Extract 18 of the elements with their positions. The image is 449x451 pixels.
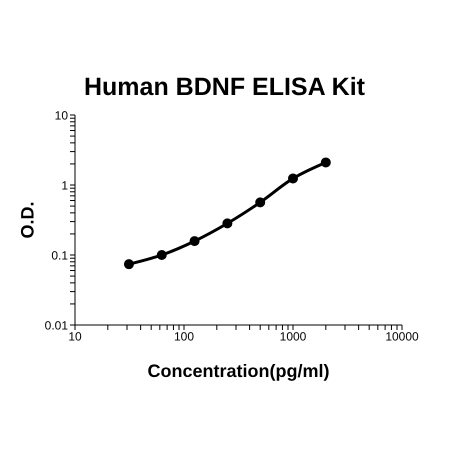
point — [288, 173, 298, 184]
x-axis-title: Concentration(pg/ml) — [148, 361, 330, 381]
y-tick-label: 10 — [54, 108, 68, 122]
y-tick-label: 0.1 — [51, 248, 68, 262]
point — [222, 218, 232, 228]
point — [320, 157, 331, 168]
chart-title: Human BDNF ELISA Kit — [82, 73, 366, 102]
x-tick-label: 10000 — [385, 330, 420, 344]
x-tick-label: 1000 — [280, 330, 307, 344]
point — [156, 250, 167, 260]
point — [190, 236, 200, 246]
point — [124, 259, 134, 270]
y-tick-label: 0.01 — [44, 318, 68, 332]
y-axis-title: O.D. — [17, 201, 38, 239]
point — [255, 197, 266, 208]
y-tick-label: 1 — [61, 178, 68, 192]
x-tick-label: 100 — [174, 330, 194, 344]
x-tick-label: 10 — [68, 330, 82, 344]
